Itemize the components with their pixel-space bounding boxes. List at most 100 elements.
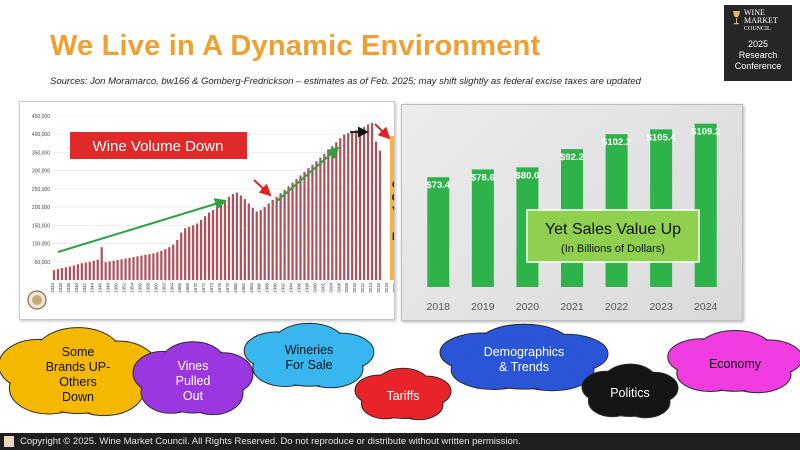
- volume-bar: [160, 250, 163, 280]
- x-tick-label: 1996: [296, 282, 301, 292]
- y-tick-label: 350,000: [32, 150, 50, 156]
- y-tick-label: 250,000: [32, 187, 50, 193]
- x-tick-label: 1980: [233, 282, 238, 292]
- x-tick-label: 2004: [328, 282, 333, 292]
- sales-value-chart-panel: $73.4 2018 $78.6 2019 $80.0 2020 $92.2 2021 $102…: [401, 104, 743, 321]
- x-tick-label: 2006: [336, 282, 341, 292]
- volume-bar: [88, 261, 91, 280]
- volume-bar: [235, 192, 238, 280]
- volume-bar: [366, 124, 370, 280]
- sales-x-tick-label: 2023: [649, 301, 673, 313]
- logo-brand-line-1: WINE: [744, 8, 765, 17]
- volume-bar: [164, 249, 167, 280]
- x-tick-label: 1948: [106, 282, 111, 292]
- x-tick-label: 1964: [169, 282, 174, 292]
- y-tick-label: 400,000: [32, 132, 50, 138]
- volume-bar: [219, 203, 223, 280]
- y-tick-label: 200,000: [32, 205, 50, 211]
- volume-bar: [378, 150, 382, 280]
- sales-title-box: [526, 209, 700, 263]
- x-tick-label: 1962: [161, 282, 166, 292]
- volume-bar: [156, 252, 159, 280]
- factor-label-line: Wineries: [284, 343, 334, 357]
- factor-label-line: Politics: [610, 385, 650, 400]
- volume-bar: [84, 262, 87, 280]
- x-tick-label: 1960: [153, 282, 158, 292]
- volume-bar: [335, 142, 338, 280]
- volume-bar: [247, 203, 250, 280]
- volume-bar: [136, 256, 139, 280]
- sales-x-tick-label: 2018: [427, 301, 451, 313]
- logo-brand-line-2: MARKET: [744, 16, 778, 25]
- x-tick-label: 1970: [193, 282, 198, 292]
- x-tick-label: 1944: [90, 282, 95, 292]
- volume-bar: [128, 257, 131, 280]
- volume-bar: [299, 175, 302, 280]
- volume-bar: [355, 130, 358, 280]
- volume-bar: [184, 228, 187, 280]
- y-tick-label: 100,000: [32, 242, 50, 248]
- seal-icon-center: [32, 295, 42, 305]
- factor-label-line: Down: [62, 390, 94, 404]
- volume-bar: [231, 193, 235, 280]
- volume-bar: [120, 259, 123, 280]
- volume-bar: [104, 262, 107, 280]
- volume-bar: [124, 258, 127, 280]
- sales-x-tick-label: 2019: [471, 301, 495, 313]
- footer-bar: Copyright © 2025. Wine Market Council. A…: [0, 433, 800, 450]
- x-tick-label: 1966: [177, 282, 182, 292]
- volume-bar: [243, 199, 246, 280]
- x-tick-label: 1950: [114, 282, 119, 292]
- volume-bar: [140, 255, 143, 280]
- volume-bar: [207, 212, 211, 280]
- wine-volume-chart: 50,000 100,000 150,000 200,000 250,000 300,00…: [27, 114, 413, 310]
- x-tick-label: 1974: [209, 282, 214, 292]
- volume-bar: [283, 189, 286, 280]
- volume-bar: [192, 225, 195, 280]
- factor-label-line: Vines: [177, 358, 209, 373]
- volume-bar: [199, 219, 203, 280]
- logo-brand-line-3: COUNCIL: [744, 26, 771, 32]
- volume-bar: [132, 257, 135, 280]
- volume-bar: [56, 269, 60, 280]
- volume-bar: [144, 254, 147, 280]
- x-tick-label: 1990: [273, 282, 278, 292]
- x-tick-label: 1972: [201, 282, 206, 292]
- sales-x-tick-label: 2022: [605, 301, 629, 313]
- sales-data-label: $78.6: [471, 172, 495, 183]
- volume-bar: [172, 244, 175, 280]
- factor-label-line: Brands UP-: [45, 360, 111, 374]
- volume-bar: [188, 226, 191, 280]
- x-tick-label: 1986: [257, 282, 262, 292]
- sales-bar: [427, 177, 450, 287]
- factor-label: Politics: [590, 386, 670, 401]
- sales-chart-subtitle: (In Billions of Dollars): [561, 243, 665, 255]
- sales-data-label: $105.4: [647, 132, 677, 143]
- volume-bar: [239, 195, 242, 280]
- sales-chart-title: Yet Sales Value Up: [545, 221, 681, 238]
- y-tick-label: 300,000: [32, 169, 50, 175]
- volume-bar: [108, 261, 111, 280]
- volume-bar: [343, 134, 346, 280]
- factor-label-line: & Trends: [498, 360, 550, 374]
- slide-title: We Live in A Dynamic Environment: [50, 30, 541, 62]
- volume-bar: [287, 186, 290, 280]
- volume-bar: [196, 223, 199, 280]
- volume-bar: [100, 247, 103, 280]
- volume-bar: [92, 260, 95, 280]
- x-tick-label: 2018: [384, 282, 389, 292]
- x-tick-label: 2002: [320, 282, 325, 292]
- volume-bar: [327, 150, 330, 280]
- volume-bar: [323, 153, 326, 280]
- logo-event-line-3: Conference: [734, 61, 782, 71]
- x-tick-label: 2016: [376, 282, 381, 292]
- factor-label-line: Economy: [708, 356, 762, 371]
- factor-label: Vines Pulled Out: [143, 359, 243, 404]
- x-tick-label: 1934: [50, 282, 55, 292]
- volume-bar: [362, 126, 366, 280]
- x-tick-label: 1946: [98, 282, 103, 292]
- volume-bar: [359, 128, 362, 280]
- volume-bar: [374, 141, 378, 280]
- volume-bar: [112, 260, 115, 280]
- volume-bar: [203, 216, 207, 280]
